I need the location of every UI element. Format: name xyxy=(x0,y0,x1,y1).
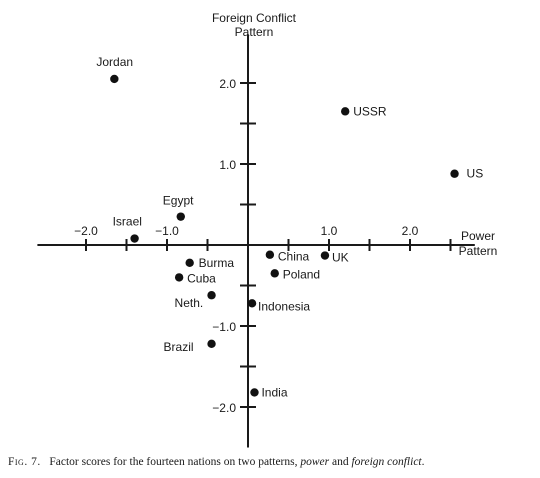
caption-text: Factor scores for the fourteen nations o… xyxy=(49,456,298,468)
y-tick-label: 2.0 xyxy=(219,77,236,91)
data-point xyxy=(320,251,330,260)
data-point xyxy=(110,74,119,84)
data-point xyxy=(250,388,259,397)
point-label: US xyxy=(467,167,484,181)
point-label: Israel xyxy=(113,215,142,229)
caption-conjunction: and xyxy=(331,456,349,468)
data-point xyxy=(176,212,185,221)
data-point xyxy=(270,269,279,278)
x-tick-label: 1.0 xyxy=(321,224,338,238)
tick-marks xyxy=(85,82,452,408)
y-tick-label: −1.0 xyxy=(212,320,236,334)
data-point xyxy=(450,169,459,178)
y-axis-label: Foreign Conflict xyxy=(212,11,297,25)
caption-term-foreign-conflict: foreign conflict xyxy=(351,456,422,468)
data-point xyxy=(130,234,139,243)
point-labels: Jordan USSR US Egypt Israel China UK Burma Polan… xyxy=(96,55,483,399)
data-point xyxy=(207,291,216,300)
axes xyxy=(37,34,475,448)
x-tick-label: −2.0 xyxy=(74,224,98,238)
data-point xyxy=(265,250,275,259)
point-label: Egypt xyxy=(163,194,194,208)
data-point xyxy=(207,339,216,349)
y-axis-label: Pattern xyxy=(235,25,274,39)
y-tick-label: −2.0 xyxy=(212,401,236,415)
tick-labels: −2.0 −1.0 1.0 2.0 2.0 1.0 −1.0 −2.0 xyxy=(74,77,419,415)
point-label: Poland xyxy=(283,267,320,281)
caption-period: . xyxy=(421,456,425,468)
y-tick-label: 1.0 xyxy=(219,158,236,172)
x-tick-label: −1.0 xyxy=(155,224,179,238)
point-label: Neth. xyxy=(175,296,204,310)
caption-term-power: power xyxy=(300,456,330,468)
point-label: India xyxy=(261,385,287,399)
point-label: China xyxy=(278,250,310,264)
point-label: Brazil xyxy=(164,340,194,354)
point-label: Jordan xyxy=(96,55,133,69)
x-axis-label: Power xyxy=(461,229,495,243)
data-point xyxy=(174,273,184,282)
data-point xyxy=(185,258,194,268)
figure-caption: Fig. 7. Factor scores for the fourteen n… xyxy=(8,456,536,468)
point-label: UK xyxy=(332,251,349,265)
x-axis-label: Pattern xyxy=(459,244,498,258)
point-label: Indonesia xyxy=(258,299,310,313)
point-label: Burma xyxy=(199,256,235,270)
data-point xyxy=(341,107,350,116)
point-label: Cuba xyxy=(187,271,216,285)
caption-fig-label: Fig. 7. xyxy=(8,456,41,468)
x-tick-label: 2.0 xyxy=(402,224,419,238)
point-label: USSR xyxy=(353,104,387,118)
data-point xyxy=(247,299,257,308)
data-points xyxy=(110,74,459,397)
